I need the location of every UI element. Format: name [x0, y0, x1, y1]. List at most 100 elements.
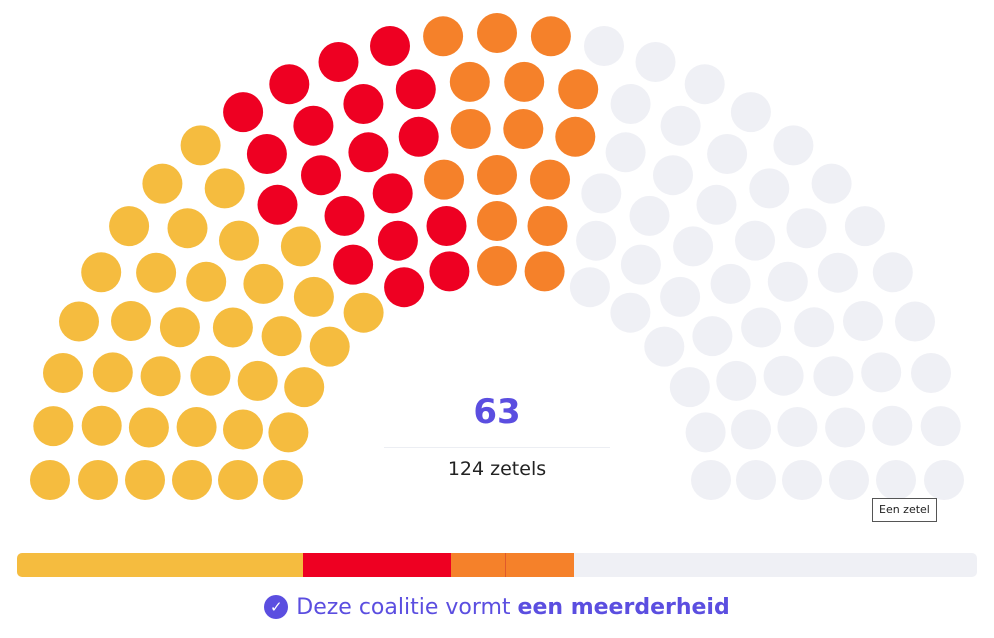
seat[interactable] — [81, 405, 122, 446]
seat[interactable] — [348, 132, 389, 173]
seat[interactable] — [477, 246, 517, 286]
seat[interactable] — [524, 251, 565, 292]
seat[interactable] — [504, 61, 545, 102]
seat[interactable] — [477, 13, 517, 53]
seat[interactable] — [777, 407, 818, 447]
seat[interactable] — [109, 206, 150, 247]
seat[interactable] — [620, 244, 661, 285]
seat[interactable] — [136, 252, 177, 293]
seat[interactable] — [176, 407, 217, 447]
seat[interactable] — [30, 460, 70, 500]
seat[interactable] — [673, 226, 714, 267]
seat[interactable] — [610, 84, 651, 124]
seat[interactable] — [924, 460, 964, 500]
seat[interactable] — [735, 220, 775, 261]
seat[interactable] — [377, 220, 418, 261]
seat[interactable] — [128, 407, 169, 448]
seat[interactable] — [629, 195, 670, 236]
seat[interactable] — [644, 326, 685, 367]
seat[interactable] — [190, 355, 231, 396]
seat[interactable] — [843, 301, 883, 341]
seat[interactable] — [318, 42, 359, 82]
seat[interactable] — [749, 168, 790, 209]
seat[interactable] — [707, 134, 748, 174]
seat[interactable] — [530, 159, 570, 200]
seat[interactable] — [669, 367, 710, 408]
seat[interactable] — [684, 64, 725, 105]
seat[interactable] — [125, 460, 165, 500]
seat[interactable] — [817, 252, 858, 293]
seat[interactable] — [449, 61, 490, 102]
seat[interactable] — [660, 105, 701, 146]
seat[interactable] — [741, 307, 782, 348]
seat[interactable] — [293, 105, 334, 146]
seat[interactable] — [576, 220, 617, 261]
seat[interactable] — [172, 460, 212, 500]
seat[interactable] — [685, 412, 726, 453]
seat[interactable] — [423, 16, 464, 57]
seat[interactable] — [343, 84, 384, 124]
seat[interactable] — [243, 263, 284, 304]
seat[interactable] — [81, 252, 122, 293]
seat[interactable] — [635, 42, 676, 82]
seat[interactable] — [384, 267, 425, 308]
seat[interactable] — [872, 405, 913, 446]
seat[interactable] — [429, 251, 470, 292]
seat[interactable] — [450, 109, 491, 149]
seat[interactable] — [794, 307, 835, 348]
seat[interactable] — [280, 226, 321, 267]
seat[interactable] — [710, 263, 751, 304]
seat[interactable] — [829, 460, 869, 500]
seat[interactable] — [395, 69, 436, 110]
seat[interactable] — [503, 109, 544, 149]
seat[interactable] — [284, 367, 325, 408]
seat[interactable] — [426, 206, 467, 246]
seat[interactable] — [767, 261, 808, 302]
seat[interactable] — [142, 163, 183, 204]
seat[interactable] — [782, 460, 822, 500]
seat[interactable] — [530, 16, 571, 57]
seat[interactable] — [477, 155, 517, 195]
seat[interactable] — [159, 307, 200, 348]
seat[interactable] — [246, 134, 287, 174]
seat[interactable] — [527, 206, 568, 246]
seat[interactable] — [786, 208, 827, 249]
seat[interactable] — [268, 412, 309, 453]
seat[interactable] — [730, 92, 771, 133]
seat[interactable] — [333, 244, 374, 285]
seat[interactable] — [555, 116, 596, 157]
seat[interactable] — [477, 201, 517, 241]
seat[interactable] — [569, 267, 610, 308]
seat[interactable] — [43, 353, 83, 393]
seat[interactable] — [716, 360, 757, 401]
seat[interactable] — [424, 159, 464, 200]
seat[interactable] — [301, 155, 341, 196]
seat[interactable] — [876, 460, 916, 500]
seat[interactable] — [140, 356, 181, 397]
seat[interactable] — [773, 125, 814, 166]
seat[interactable] — [309, 326, 350, 367]
seat[interactable] — [691, 460, 731, 500]
seat[interactable] — [825, 407, 866, 448]
seat[interactable] — [696, 184, 737, 225]
seat[interactable] — [59, 301, 99, 342]
seat[interactable] — [605, 132, 646, 173]
seat[interactable] — [167, 208, 208, 249]
seat[interactable] — [872, 252, 913, 293]
seat[interactable] — [736, 460, 776, 500]
seat[interactable] — [261, 316, 302, 357]
seat[interactable] — [610, 292, 651, 333]
seat[interactable] — [370, 26, 410, 66]
seat[interactable] — [33, 406, 74, 447]
seat[interactable] — [78, 460, 118, 500]
seat[interactable] — [372, 173, 413, 214]
seat[interactable] — [204, 168, 245, 209]
seat[interactable] — [844, 206, 885, 247]
seat[interactable] — [218, 460, 258, 500]
seat[interactable] — [731, 409, 771, 450]
seat[interactable] — [219, 220, 259, 261]
seat[interactable] — [653, 155, 693, 196]
seat[interactable] — [692, 316, 733, 357]
seat[interactable] — [558, 69, 599, 110]
seat[interactable] — [212, 307, 253, 348]
